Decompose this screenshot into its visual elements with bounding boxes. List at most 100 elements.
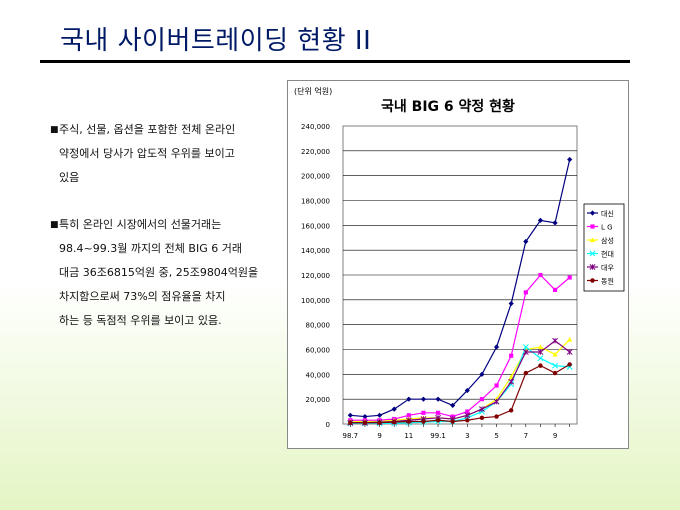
bullet-text: 주식, 선물, 옵션을 포함한 전체 온라인 (59, 123, 236, 136)
data-point (566, 349, 573, 355)
data-point (493, 398, 500, 405)
data-point (537, 355, 544, 362)
legend-label: 대신 (601, 209, 614, 218)
legend-label: 대우 (601, 264, 614, 272)
data-point (450, 419, 455, 424)
data-point (523, 290, 528, 295)
series-group (347, 156, 573, 427)
y-tick-label: 200,000 (301, 173, 330, 181)
series (347, 156, 573, 420)
slide-title: 국내 사이버트레이딩 현황 II (60, 26, 372, 56)
data-point (376, 412, 383, 418)
data-point (538, 363, 543, 368)
data-point (589, 264, 596, 270)
data-point (391, 419, 397, 425)
bullet-line: 차지함으로써 73%의 점유율을 차지 (59, 290, 226, 303)
axes: 0 20,000 40,000 60,000 80,000 100,000 120,000 1… (301, 123, 570, 440)
data-point (522, 344, 529, 350)
bullet-line: 대금 36조6815억원 중, 25조9804억원을 (59, 266, 259, 279)
series (348, 362, 572, 425)
series-line (350, 346, 570, 424)
data-point (362, 413, 368, 420)
data-point (567, 362, 572, 367)
data-point (508, 374, 514, 379)
bullet-marker: ■ (50, 125, 59, 135)
legend-label: 현대 (601, 251, 614, 259)
data-point (589, 237, 596, 243)
bullet-line: 98.4~99.3월 까지의 전체 BIG 6 거래 (59, 242, 242, 255)
data-point (508, 378, 515, 385)
legend-label: 삼성 (601, 236, 614, 245)
bullet-line: 약정에서 당사가 압도적 우위를 보이고 (59, 147, 235, 160)
data-point (590, 278, 595, 283)
data-point (538, 272, 543, 278)
x-tick-label: 98.7 (343, 432, 359, 440)
data-point (465, 418, 470, 423)
data-point (537, 217, 544, 223)
data-point (406, 419, 412, 424)
data-point (391, 406, 397, 412)
data-point (552, 362, 559, 369)
line-chart: (단위 억원) 국내 BIG 6 약정 현황 0 20,000 40,000 60,0… (294, 86, 625, 440)
x-tick-label: 9 (553, 432, 557, 440)
data-point (465, 409, 470, 414)
title-rule (40, 60, 630, 63)
x-tick-label: 7 (524, 432, 528, 440)
data-point (523, 238, 529, 245)
data-point (589, 250, 596, 257)
bullet-line: ■특히 온라인 시장에서의 선물거래는 (50, 213, 280, 237)
x-tick-label: 9 (377, 432, 381, 440)
data-point (435, 396, 441, 402)
data-point (450, 402, 456, 408)
legend-label: L G (601, 224, 613, 232)
chart-title: 국내 BIG 6 약정 현황 (381, 98, 515, 115)
series-line (350, 274, 571, 421)
bullet-line: ■주식, 선물, 옵션을 포함한 전체 온라인 (50, 118, 280, 142)
data-point (509, 353, 514, 358)
data-point (494, 414, 499, 419)
y-tick-label: 140,000 (301, 247, 330, 255)
y-tick-label: 80,000 (306, 322, 331, 330)
series-line (350, 363, 570, 424)
series-line (350, 159, 571, 418)
data-point (464, 412, 471, 419)
data-point (406, 396, 412, 402)
data-point (552, 351, 558, 357)
data-point (537, 349, 544, 355)
data-point (421, 419, 426, 424)
x-tick-label: 99.1 (430, 432, 446, 440)
data-point (508, 408, 514, 413)
data-point (493, 344, 500, 350)
y-tick-label: 20,000 (306, 396, 331, 404)
bullet-paragraph-2: ■특히 온라인 시장에서의 선물거래는 98.4~99.3월 까지의 전체 BI… (50, 213, 280, 333)
data-point (479, 415, 485, 421)
data-point (537, 344, 544, 350)
data-point (589, 210, 596, 216)
data-point (421, 410, 426, 415)
series-line (350, 340, 571, 424)
data-point (464, 387, 470, 394)
data-point (552, 370, 558, 376)
y-tick-label: 100,000 (301, 297, 330, 305)
bullet-line: 있음 (59, 171, 80, 184)
bullet-text: 특히 온라인 시장에서의 선물거래는 (59, 218, 222, 231)
data-point (494, 383, 499, 388)
y-tick-label: 0 (326, 421, 330, 429)
data-point (552, 220, 558, 226)
x-tick-label: 11 (404, 432, 413, 440)
data-point (406, 413, 411, 418)
y-tick-label: 240,000 (301, 123, 330, 131)
grid (342, 125, 578, 425)
data-point (377, 420, 382, 425)
y-tick-label: 220,000 (301, 148, 330, 156)
y-tick-label: 60,000 (306, 347, 331, 355)
data-point (478, 406, 485, 413)
data-point (567, 336, 573, 342)
legend-label: 동원 (601, 277, 614, 286)
y-tick-label: 180,000 (301, 198, 330, 206)
data-point (348, 420, 353, 425)
x-tick-label: 5 (494, 432, 498, 440)
data-point (523, 370, 529, 376)
data-point (590, 224, 595, 229)
